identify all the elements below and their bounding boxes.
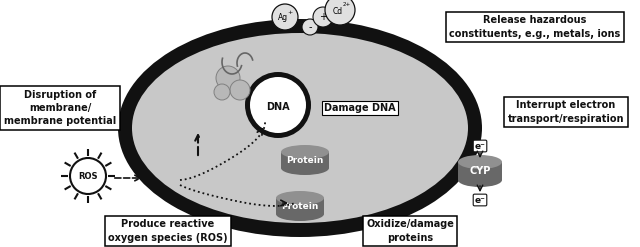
Text: Protein: Protein [286,156,324,165]
Ellipse shape [281,145,329,159]
Circle shape [245,72,311,138]
Circle shape [216,66,240,90]
Text: Cd: Cd [333,7,343,17]
Ellipse shape [281,161,329,175]
Circle shape [325,0,355,25]
Circle shape [313,7,333,27]
Text: e⁻: e⁻ [475,142,485,150]
FancyBboxPatch shape [276,198,324,214]
Text: +: + [287,11,292,16]
Text: e⁻: e⁻ [475,195,485,205]
Ellipse shape [132,33,468,223]
Circle shape [302,19,318,35]
Circle shape [272,4,298,30]
Text: Release hazardous
constituents, e.g., metals, ions: Release hazardous constituents, e.g., me… [449,15,621,39]
FancyBboxPatch shape [281,152,329,168]
Text: Protein: Protein [282,202,319,210]
Text: Ag: Ag [278,14,288,22]
Circle shape [70,158,106,194]
Text: ROS: ROS [78,171,98,181]
Text: -: - [308,22,312,32]
Text: 2+: 2+ [343,2,351,7]
Text: Damage DNA: Damage DNA [324,103,396,113]
Circle shape [250,77,306,133]
Text: Produce reactive
oxygen species (ROS): Produce reactive oxygen species (ROS) [108,219,228,243]
Ellipse shape [118,19,482,237]
Text: Interrupt electron
transport/respiration: Interrupt electron transport/respiration [508,100,624,124]
Ellipse shape [276,207,324,221]
Ellipse shape [276,191,324,205]
Text: Oxidize/damage
proteins: Oxidize/damage proteins [366,219,454,243]
Circle shape [230,80,250,100]
Ellipse shape [458,173,502,187]
Circle shape [214,84,230,100]
Text: CYP: CYP [469,166,491,176]
Text: +: + [319,12,327,22]
Text: Disruption of
membrane/
membrane potential: Disruption of membrane/ membrane potenti… [4,90,116,126]
FancyBboxPatch shape [458,162,502,180]
Text: DNA: DNA [266,102,290,112]
Ellipse shape [458,155,502,169]
